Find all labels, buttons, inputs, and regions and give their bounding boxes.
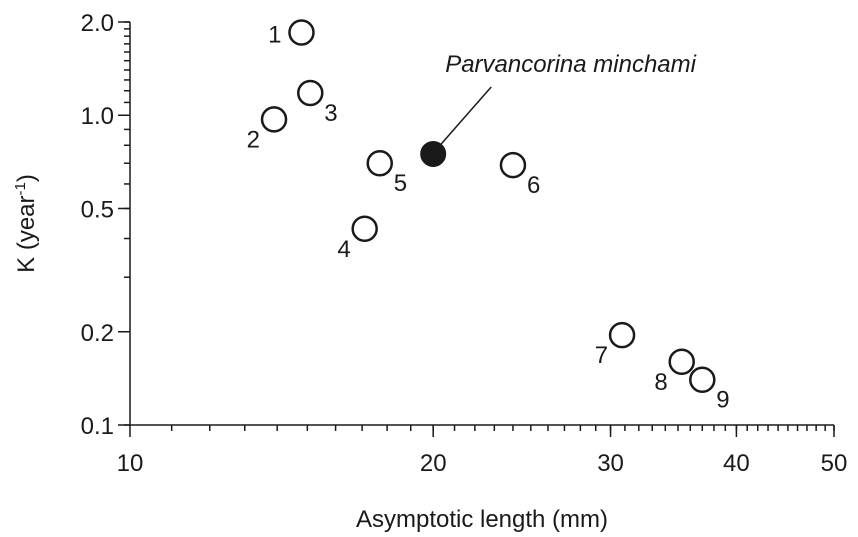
open-circle-point xyxy=(366,149,394,177)
open-circle-point xyxy=(499,151,527,179)
point-label: 9 xyxy=(716,387,729,414)
point-label: 5 xyxy=(394,170,407,197)
point-label: 6 xyxy=(527,172,540,199)
filled-circle-point xyxy=(420,140,447,167)
open-circle-point xyxy=(689,366,716,393)
open-circle-point xyxy=(608,321,636,349)
point-label: 7 xyxy=(595,342,608,369)
x-tick-label: 50 xyxy=(821,450,848,477)
point-label: 8 xyxy=(654,369,667,396)
y-tick-label: 2.0 xyxy=(81,10,114,37)
y-tick-label: 0.2 xyxy=(81,320,114,347)
x-tick-label: 30 xyxy=(597,450,624,477)
point-label: 4 xyxy=(337,236,350,263)
x-axis-label: Asymptotic length (mm) xyxy=(356,506,608,533)
y-tick-label: 1.0 xyxy=(81,103,114,130)
leader-line xyxy=(440,86,492,145)
data-points: 1 2 3 4 5 6 7 8 9 Parvancorina minchami xyxy=(247,19,730,414)
point-label: 2 xyxy=(247,126,260,153)
x-tick-label: 40 xyxy=(723,450,750,477)
open-circle-point xyxy=(288,19,315,46)
open-circle-point xyxy=(668,348,695,376)
open-circle-point xyxy=(297,79,324,107)
y-tick-label: 0.5 xyxy=(81,196,114,223)
y-tick-label: 0.1 xyxy=(81,413,114,440)
x-tick-label: 10 xyxy=(117,450,144,477)
x-tick-label: 20 xyxy=(420,450,447,477)
y-axis-label: K (year-1) xyxy=(12,174,40,273)
axes: 10 20 30 40 50 0.1 0.2 0.5 1.0 2.0 xyxy=(81,10,848,477)
open-circle-point xyxy=(351,215,378,243)
point-label: 3 xyxy=(324,100,337,127)
open-circle-point xyxy=(260,106,288,133)
species-label: Parvancorina minchami xyxy=(445,51,696,78)
point-label: 1 xyxy=(268,21,281,48)
